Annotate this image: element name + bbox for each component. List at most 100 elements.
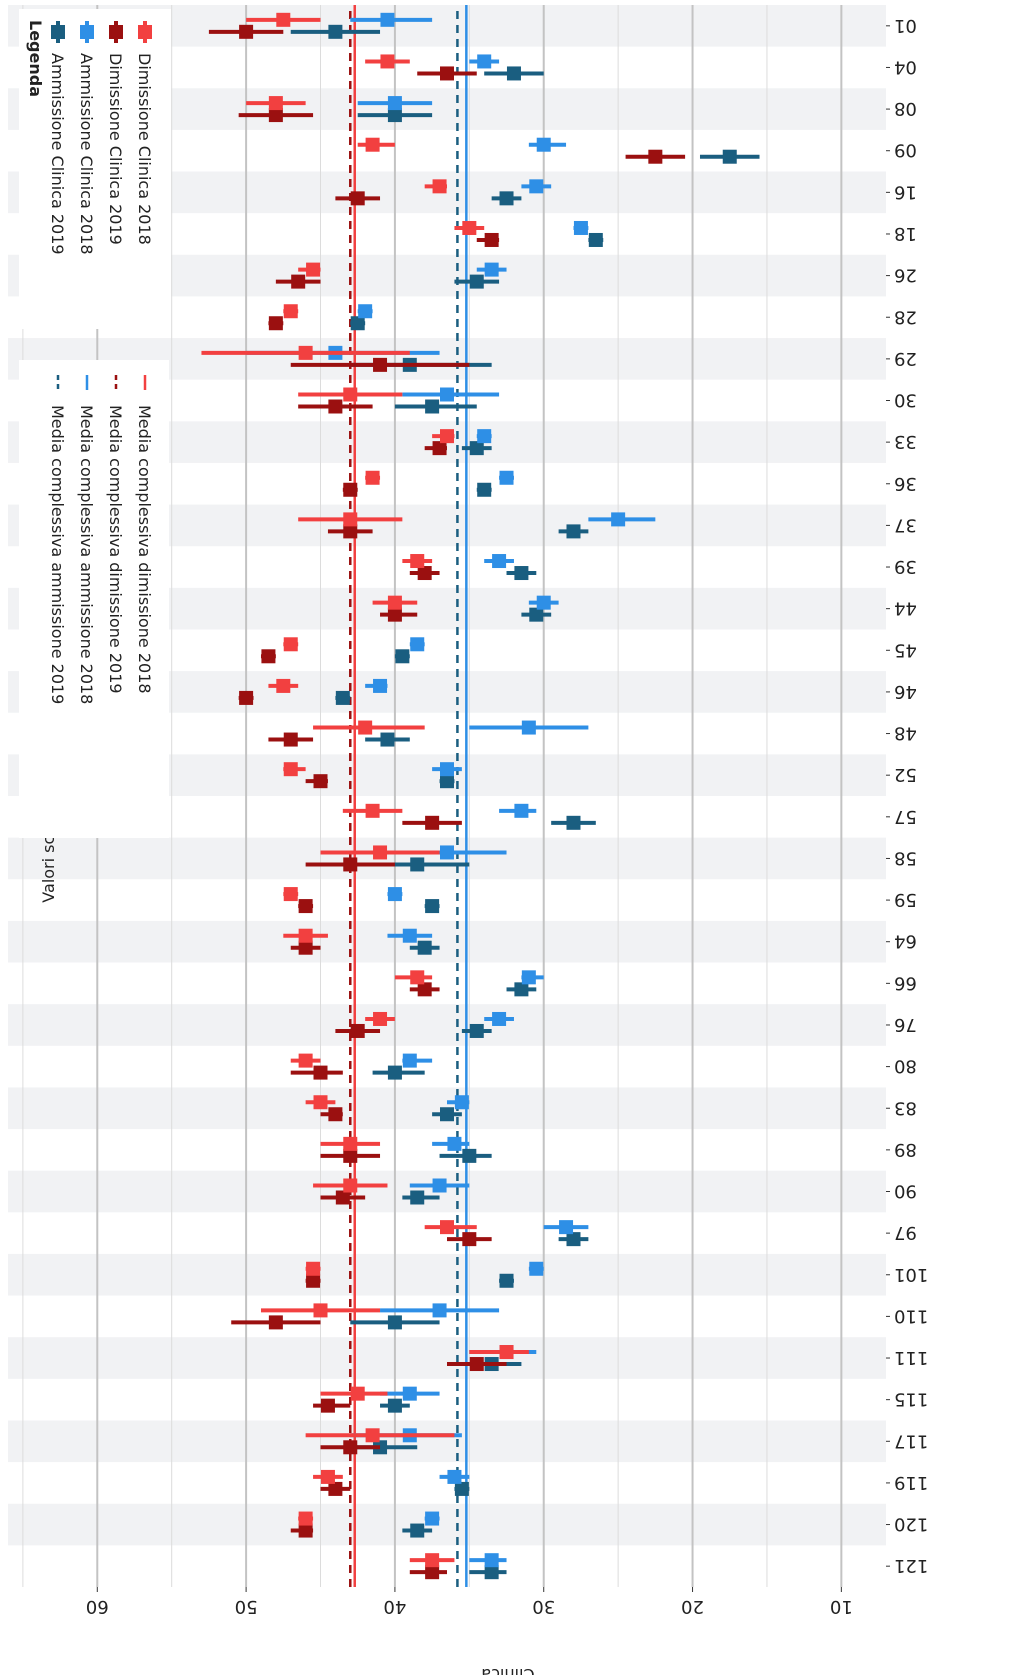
point-30 [425,399,440,414]
point-04 [506,66,521,81]
xtick-label-64: 64 [894,931,917,952]
point-121 [484,1565,499,1580]
point-16 [529,179,544,194]
series-dimissione-clinica-2019 [208,24,686,1580]
point-119 [447,1469,462,1484]
point-80 [298,1053,313,1068]
xtick-label-111: 111 [894,1347,928,1368]
point-119 [320,1469,335,1484]
xtick-label-30: 30 [894,390,917,411]
point-66 [514,982,529,997]
stripe-117 [8,1420,886,1463]
point-121 [425,1553,440,1568]
point-36 [343,482,358,497]
stripe-111 [8,1337,886,1379]
point-18 [573,220,588,235]
point-28 [283,304,298,319]
point-83 [313,1095,328,1110]
point-48 [283,732,298,747]
point-89 [447,1136,462,1151]
legend-series: Legenda Ammissione Clinica 2019 Ammissione… [19,9,171,329]
point-52 [440,762,454,777]
point-36 [499,470,514,485]
point-46 [373,678,388,693]
xtick-label-76: 76 [894,1014,917,1035]
xtick-label-83: 83 [894,1097,917,1118]
point-97 [559,1220,574,1235]
legend-label-dimissione-clinica-2019: Dimissione Clinica 2019 [106,53,125,245]
point-08 [387,108,402,123]
xtick-label-90: 90 [894,1181,917,1202]
xtick-label-120: 120 [894,1514,928,1535]
point-97 [462,1232,477,1247]
ytick-label-50: 50 [235,1596,258,1617]
xtick-label-01: 01 [894,15,917,36]
stripe-90 [8,1170,886,1213]
point-30 [343,387,358,402]
point-80 [387,1065,402,1080]
point-83 [454,1095,469,1110]
point-48 [380,732,395,747]
point-46 [276,678,291,693]
point-64 [298,928,313,943]
point-52 [313,774,328,789]
x-axis-label: Clinica [481,1665,534,1675]
point-80 [313,1065,328,1080]
point-29 [298,345,313,360]
point-01 [380,12,395,27]
ytick-label-40: 40 [383,1596,406,1617]
series-dimissione-clinica-2018 [201,12,529,1568]
point-121 [425,1565,440,1580]
point-110 [387,1315,402,1330]
xtick-label-57: 57 [894,806,917,827]
point-58 [343,857,358,872]
point-115 [350,1386,365,1401]
point-59 [387,887,402,902]
point-115 [402,1386,417,1401]
legend-symbol-dimissione-clinica-2018 [138,25,152,39]
point-37 [566,524,581,539]
point-90 [432,1178,447,1193]
point-16 [499,191,514,206]
point-44 [387,595,402,610]
xtick-label-39: 39 [894,556,917,577]
xtick-label-48: 48 [894,723,917,744]
legend-lines-box [19,360,169,838]
xtick-label-18: 18 [894,223,917,244]
point-09 [722,149,737,164]
point-111 [499,1345,514,1360]
legend-title: Legenda [26,20,45,97]
legend-line-label-media-complessiva-dimissione-2019: Media complessiva dimissione 2019 [106,405,125,694]
point-97 [566,1232,581,1247]
xtick-label-28: 28 [894,306,917,327]
point-64 [298,940,313,955]
point-36 [365,470,380,485]
point-39 [514,566,529,581]
xtick-label-16: 16 [894,181,917,202]
point-48 [521,720,536,735]
point-26 [469,274,484,289]
point-48 [358,720,373,735]
point-33 [432,441,447,456]
point-01 [239,24,254,39]
point-39 [492,554,507,569]
stripe-76 [8,1004,886,1046]
point-58 [373,845,388,860]
xtick-label-46: 46 [894,681,917,702]
point-18 [484,232,499,247]
point-76 [350,1023,365,1038]
legend-label-dimissione-clinica-2018: Dimissione Clinica 2018 [135,53,154,245]
point-64 [417,940,432,955]
point-119 [328,1481,343,1496]
xtick-label-59: 59 [894,889,917,910]
point-120 [410,1523,425,1538]
xtick-label-58: 58 [894,847,917,868]
legend-symbol-dimissione-clinica-2019 [109,25,123,39]
point-66 [521,970,536,985]
stripe-120 [8,1503,886,1546]
point-110 [268,1315,283,1330]
stripe-64 [8,920,886,963]
point-59 [283,887,298,902]
point-28 [350,316,365,331]
point-117 [365,1428,380,1443]
